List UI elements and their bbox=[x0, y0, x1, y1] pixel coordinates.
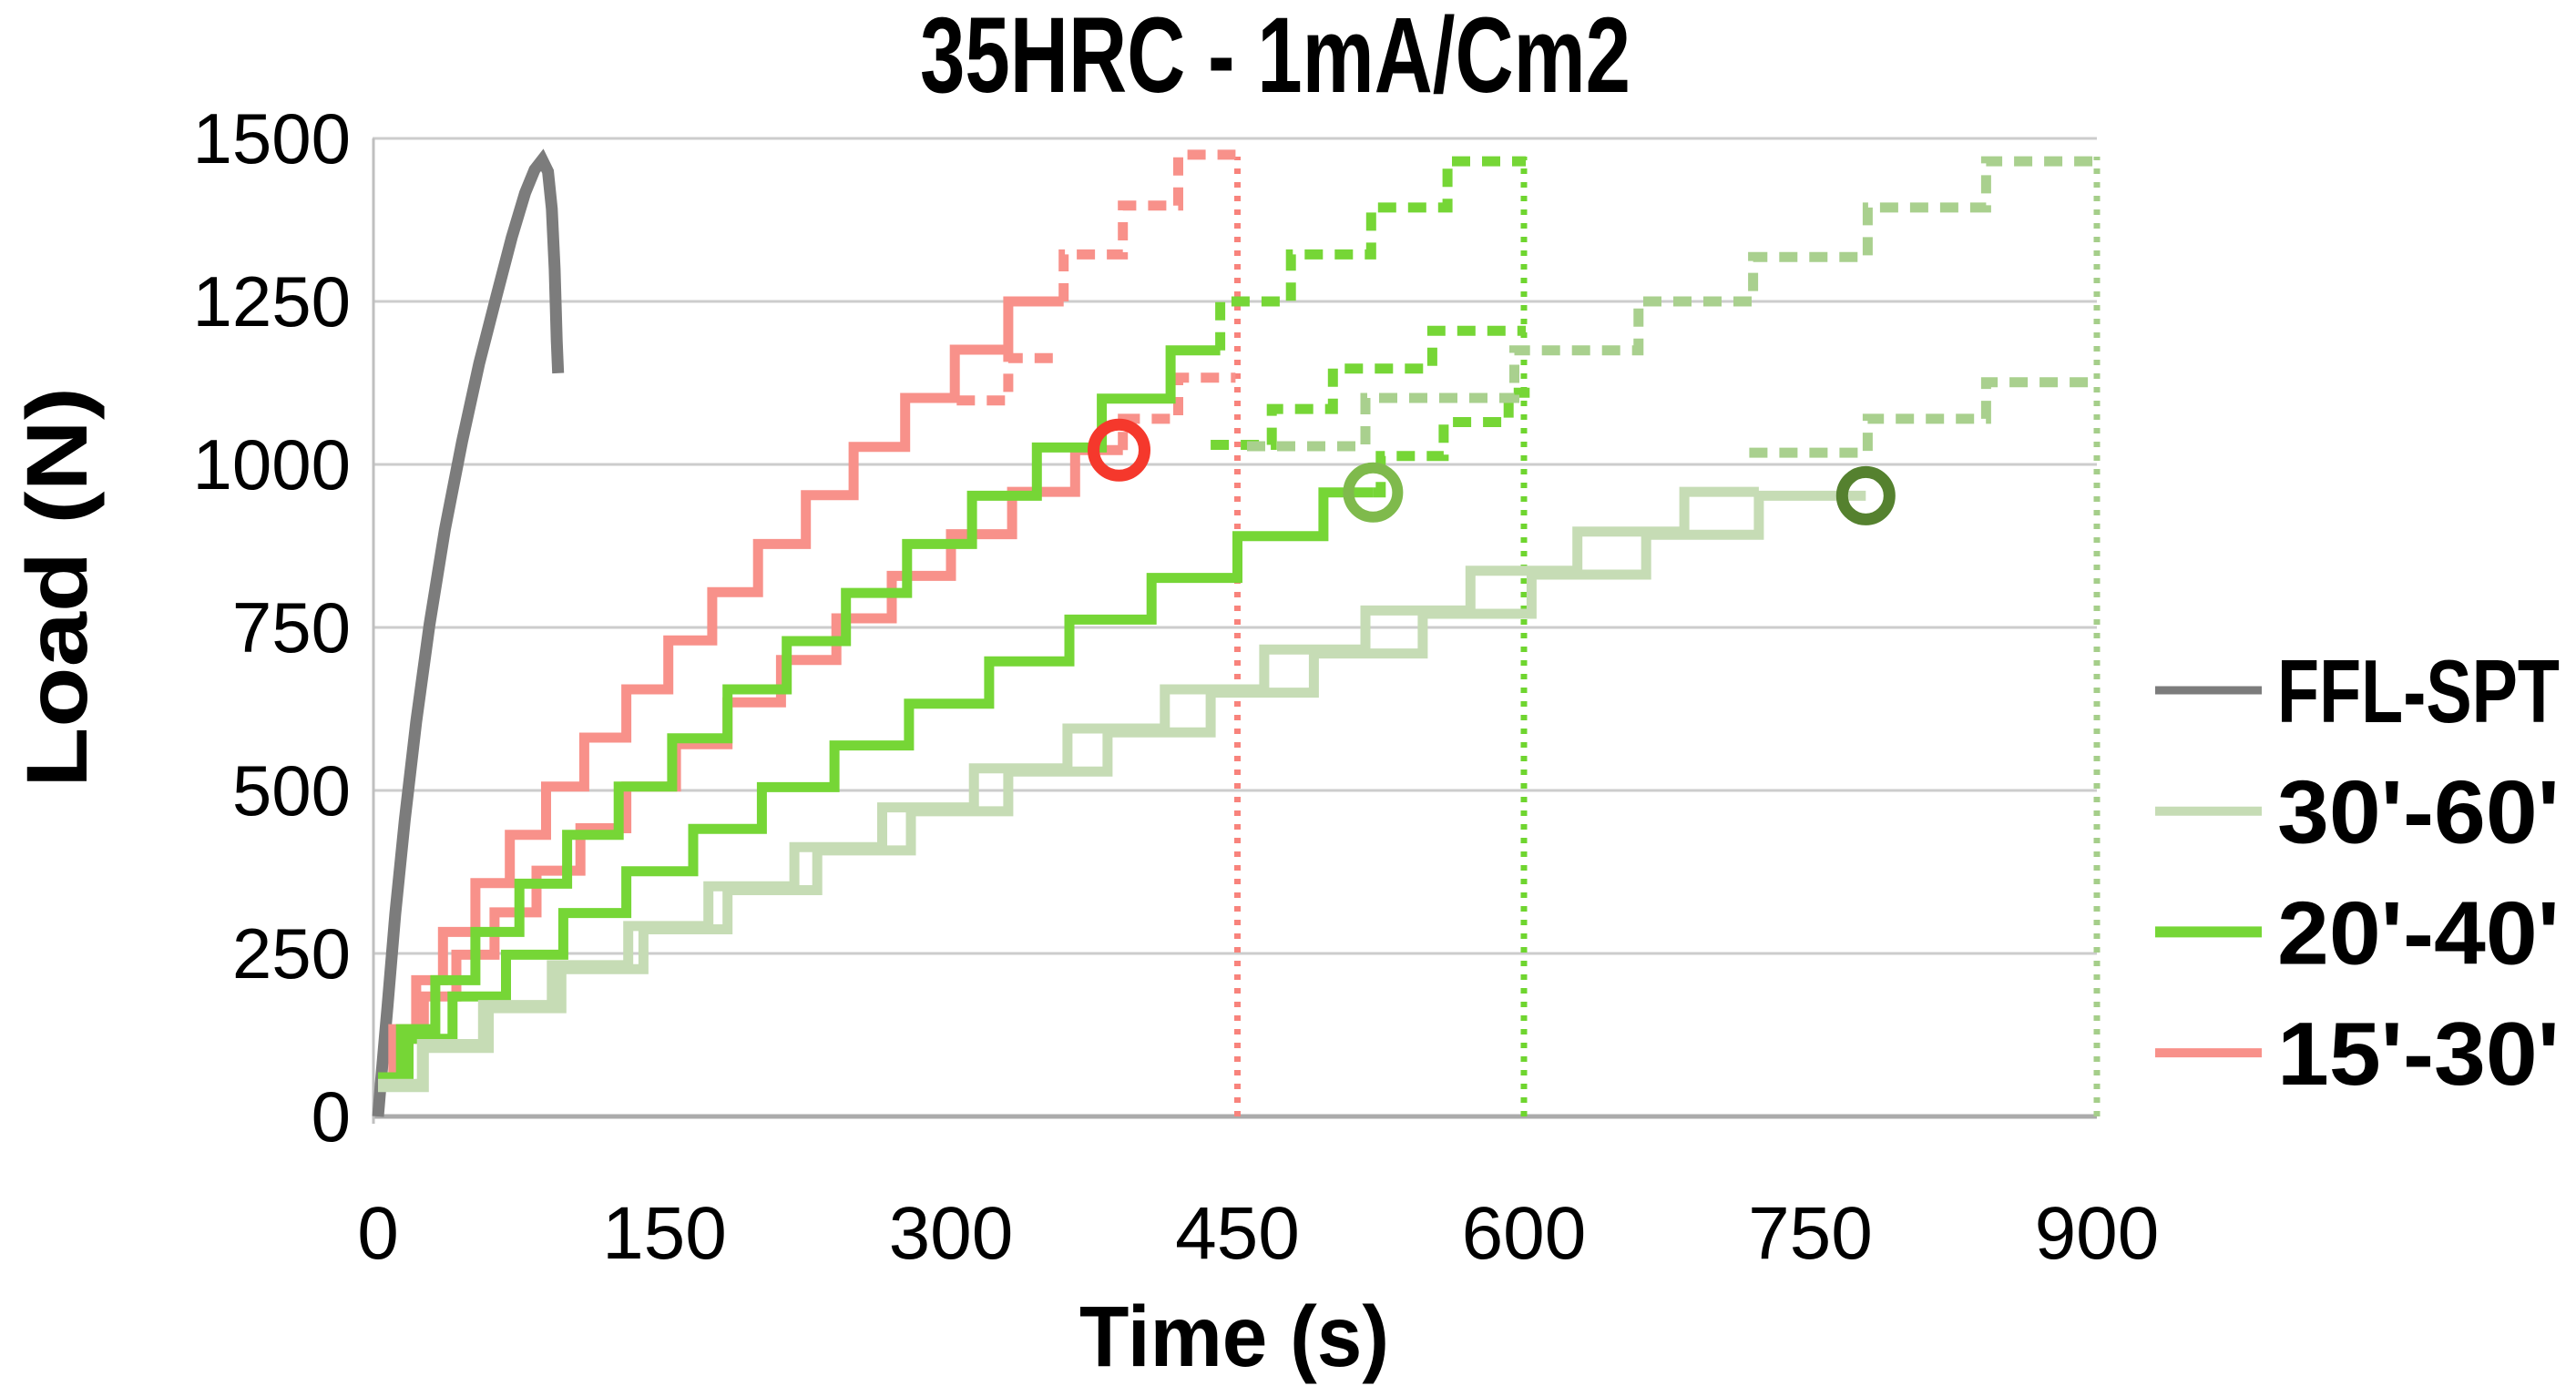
y-tick-label: 1000 bbox=[192, 424, 351, 504]
legend-label: 20'-40' bbox=[2277, 882, 2560, 983]
x-tick-label: 450 bbox=[1175, 1192, 1300, 1275]
series-20-40-test-b-solid bbox=[378, 487, 1374, 1086]
x-axis-title: Time (s) bbox=[1079, 1289, 1389, 1385]
series-20-40-test-b-projection bbox=[1373, 387, 1530, 498]
failure-markers bbox=[1088, 418, 1896, 525]
legend-label: 30'-60' bbox=[2277, 762, 2560, 862]
series-20-40-test-a-solid bbox=[378, 345, 1221, 1083]
y-tick-label: 1500 bbox=[192, 98, 351, 178]
failure-circle-15-30 bbox=[1088, 418, 1151, 482]
series-15-30-protocol-fragment bbox=[956, 352, 1064, 406]
y-axis-title: Load (N) bbox=[9, 387, 106, 788]
x-tick-label: 300 bbox=[889, 1192, 1014, 1275]
protocol-end-dotted-lines bbox=[1234, 157, 2101, 1116]
failure-circle-20-40 bbox=[1343, 462, 1404, 523]
x-tick-label: 750 bbox=[1748, 1192, 1873, 1275]
series-ffl-spt bbox=[372, 148, 565, 1117]
failure-circle-30-60 bbox=[1835, 465, 1896, 525]
series-30-60-test-a-projection bbox=[1749, 377, 2093, 458]
y-tick-label: 750 bbox=[232, 587, 351, 668]
y-tick-label: 1250 bbox=[192, 261, 351, 341]
data-series bbox=[372, 148, 2097, 1117]
series-30-60-protocol bbox=[1247, 156, 2097, 452]
legend: FFL-SPT 30'-60' 20'-40' 15'-30' bbox=[2155, 641, 2560, 1104]
y-tick-label: 0 bbox=[312, 1076, 351, 1157]
series-15-30-test-a-projection bbox=[1058, 149, 1236, 301]
legend-item-20-40-: 20'-40' bbox=[2155, 882, 2560, 983]
axis-tick-labels: 0 150 300 450 600 750 900 0 250 500 750 1000 1250 150… bbox=[192, 98, 2159, 1275]
series-20-40-test-a-projection bbox=[1215, 156, 1527, 351]
y-tick-label: 250 bbox=[232, 913, 351, 994]
legend-label: FFL-SPT bbox=[2277, 641, 2560, 741]
series-15-30-test-a-solid bbox=[378, 296, 1064, 1083]
legend-item-15-30-: 15'-30' bbox=[2155, 1004, 2560, 1104]
series-30-60-test-b-solid bbox=[378, 490, 1866, 1093]
x-tick-label: 150 bbox=[602, 1192, 727, 1275]
legend-item-ffl-spt: FFL-SPT bbox=[2155, 641, 2560, 741]
x-tick-label: 0 bbox=[357, 1192, 399, 1275]
legend-label: 15'-30' bbox=[2277, 1004, 2560, 1104]
legend-item-30-60-: 30'-60' bbox=[2155, 762, 2560, 862]
y-tick-label: 500 bbox=[232, 750, 351, 831]
x-tick-label: 900 bbox=[2035, 1192, 2160, 1275]
x-tick-label: 600 bbox=[1462, 1192, 1587, 1275]
series-20-40-protocol-fragment bbox=[1211, 325, 1527, 450]
series-30-60-test-a-solid bbox=[378, 486, 1759, 1089]
chart-title: 35HRC - 1mA/Cm2 bbox=[920, 0, 1630, 116]
